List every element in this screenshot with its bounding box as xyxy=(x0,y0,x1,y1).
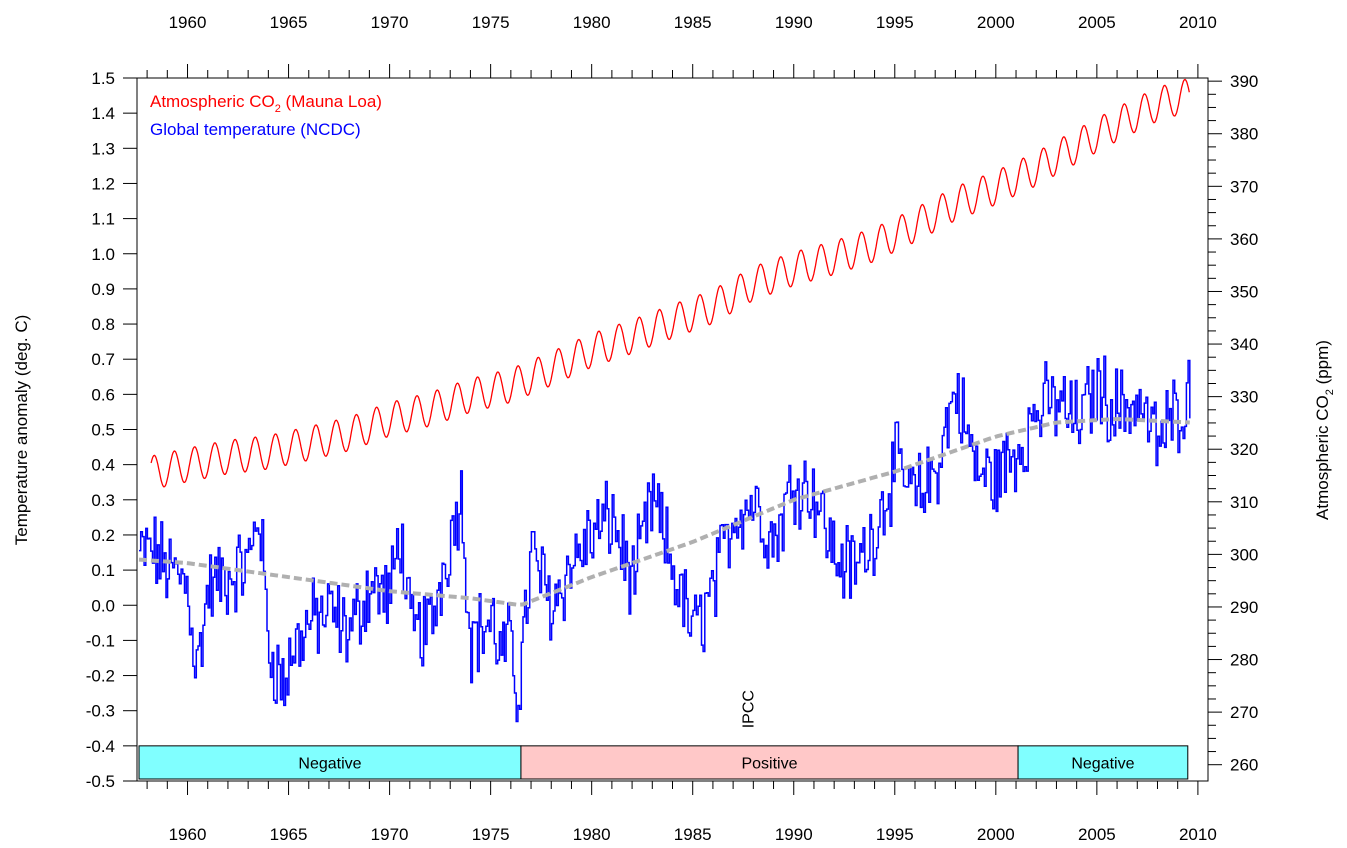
y-right-tick-label: 330 xyxy=(1230,388,1258,407)
x-tick-label-bottom: 2010 xyxy=(1179,825,1217,844)
y-right-tick-label: 270 xyxy=(1230,703,1258,722)
x-tick-label-top: 1995 xyxy=(876,13,914,32)
y-right-tick-label: 380 xyxy=(1230,125,1258,144)
y-left-tick-label: -0.5 xyxy=(86,772,115,791)
phase-bar-0 xyxy=(138,745,522,780)
y-left-tick-label: 0.8 xyxy=(91,315,115,334)
x-tick-label-top: 1970 xyxy=(371,13,409,32)
y-left-tick-label: 0.9 xyxy=(91,280,115,299)
x-tick-label-bottom: 1990 xyxy=(775,825,813,844)
x-tick-label-top: 1965 xyxy=(270,13,308,32)
y-left-tick-label: -0.4 xyxy=(86,737,115,756)
plot-frame xyxy=(136,77,1209,782)
legend-co2-rest: (Mauna Loa) xyxy=(281,92,382,111)
series-layer xyxy=(138,78,1191,723)
phase-bar-1 xyxy=(520,745,1019,780)
y-left-tick-label: 1.5 xyxy=(91,69,115,88)
y-right-tick-label: 300 xyxy=(1230,545,1258,564)
x-tick-label-bottom: 1975 xyxy=(472,825,510,844)
y-axis-right-label: Atmospheric CO2 (ppm) xyxy=(1313,340,1336,520)
y-left-tick-label: -0.2 xyxy=(86,667,115,686)
x-tick-label-top: 1990 xyxy=(775,13,813,32)
y-left-tick-label: 0.6 xyxy=(91,385,115,404)
x-tick-label-top: 1960 xyxy=(169,13,207,32)
y-right-tick-label: 280 xyxy=(1230,651,1258,670)
phase-label-0: Negative xyxy=(298,755,361,772)
y-left-tick-label: 1.0 xyxy=(91,245,115,264)
y-left-tick-label: 0.1 xyxy=(91,561,115,580)
series-smoothed-temperature xyxy=(138,417,1190,607)
series-co2-line xyxy=(150,78,1190,488)
y-left-tick-label: 1.1 xyxy=(91,210,115,229)
y-left-tick-label: 0.3 xyxy=(91,491,115,510)
legend-temperature: Global temperature (NCDC) xyxy=(150,120,361,139)
y-right-tick-label: 350 xyxy=(1230,282,1258,301)
phase-bar-2 xyxy=(1017,745,1189,780)
plot-frame-layer xyxy=(136,77,1209,782)
x-tick-label-bottom: 1980 xyxy=(573,825,611,844)
x-tick-label-bottom: 1970 xyxy=(371,825,409,844)
legend-co2-sub: 2 xyxy=(275,103,281,115)
series-temperature-line xyxy=(139,355,1191,723)
annotation-ipcc: IPCC xyxy=(740,690,757,728)
y-right-tick-label: 310 xyxy=(1230,493,1258,512)
x-tick-label-top: 2005 xyxy=(1078,13,1116,32)
y-right-tick-label: 260 xyxy=(1230,756,1258,775)
y-left-tick-label: 0.4 xyxy=(91,456,115,475)
y-left-tick-label: 1.2 xyxy=(91,174,115,193)
x-tick-label-top: 1985 xyxy=(674,13,712,32)
x-tick-label-bottom: 1960 xyxy=(169,825,207,844)
x-tick-label-bottom: 2005 xyxy=(1078,825,1116,844)
y-axis-left-label: Temperature anomaly (deg. C) xyxy=(12,315,31,546)
y-axis-right-label-sub: 2 xyxy=(1324,389,1336,395)
x-tick-label-bottom: 1965 xyxy=(270,825,308,844)
y-left-tick-label: -0.1 xyxy=(86,631,115,650)
y-left-tick-label: 0.5 xyxy=(91,421,115,440)
y-left-tick-label: 1.4 xyxy=(91,104,115,123)
x-tick-label-top: 1975 xyxy=(472,13,510,32)
y-right-tick-label: 370 xyxy=(1230,177,1258,196)
y-right-tick-label: 320 xyxy=(1230,440,1258,459)
x-tick-label-top: 1980 xyxy=(573,13,611,32)
y-right-tick-label: 390 xyxy=(1230,72,1258,91)
x-tick-label-bottom: 1985 xyxy=(674,825,712,844)
y-left-tick-label: -0.3 xyxy=(86,702,115,721)
x-tick-label-top: 2000 xyxy=(977,13,1015,32)
y-right-tick-label: 340 xyxy=(1230,335,1258,354)
legend-co2-main: Atmospheric CO xyxy=(150,92,275,111)
x-tick-label-top: 2010 xyxy=(1179,13,1217,32)
y-left-tick-label: 0.0 xyxy=(91,596,115,615)
x-tick-label-bottom: 1995 xyxy=(876,825,914,844)
axes-layer: IPCC 1960 1960 1965 1965 1970 1970 1975 1975 1980… xyxy=(86,13,1259,844)
y-left-tick-label: 0.2 xyxy=(91,526,115,545)
phase-label-2: Negative xyxy=(1071,755,1134,772)
y-axis-right-label-unit: (ppm) xyxy=(1313,340,1332,389)
y-left-tick-label: 0.7 xyxy=(91,350,115,369)
y-axis-right-label-main: Atmospheric CO xyxy=(1313,395,1332,520)
legend-co2: Atmospheric CO2 (Mauna Loa) xyxy=(150,92,382,115)
y-left-tick-label: 1.3 xyxy=(91,139,115,158)
legend-temperature-main: Global temperature (NCDC) xyxy=(150,120,361,139)
phase-label-1: Positive xyxy=(741,755,797,772)
y-right-tick-label: 290 xyxy=(1230,598,1258,617)
y-right-tick-label: 360 xyxy=(1230,230,1258,249)
x-tick-label-bottom: 2000 xyxy=(977,825,1015,844)
phase-bars: Negative Positive Negative xyxy=(138,745,1189,780)
